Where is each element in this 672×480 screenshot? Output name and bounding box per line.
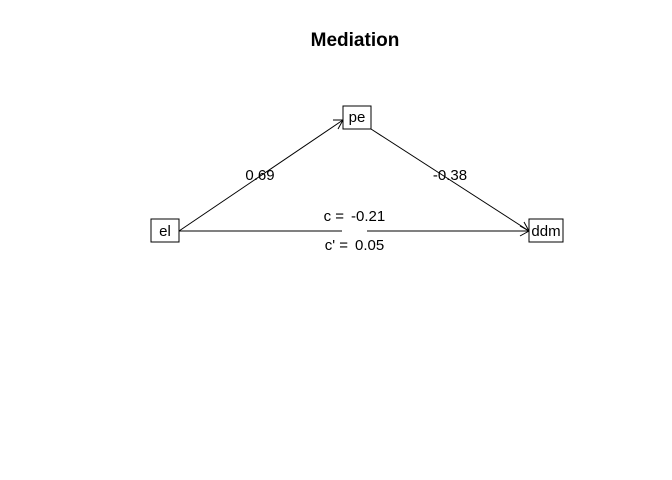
path-c-prime-label: c' =	[325, 237, 349, 254]
path-c-prime-value: 0.05	[355, 237, 384, 254]
node-pe: pe	[342, 105, 372, 130]
path-a-coefficient: 0.69	[245, 167, 274, 184]
node-ddm: ddm	[528, 218, 564, 243]
path-b-coefficient: -0.38	[433, 167, 467, 184]
path-c-value: -0.21	[351, 208, 385, 225]
node-label-ddm: ddm	[531, 223, 560, 240]
node-el: el	[150, 218, 180, 243]
edge-pe-to-ddm	[370, 128, 530, 232]
node-label-pe: pe	[349, 109, 366, 126]
edge-el-to-pe	[178, 119, 344, 232]
path-c-label: c =	[324, 208, 345, 225]
node-label-el: el	[159, 223, 171, 240]
diagram-title: Mediation	[311, 30, 400, 51]
